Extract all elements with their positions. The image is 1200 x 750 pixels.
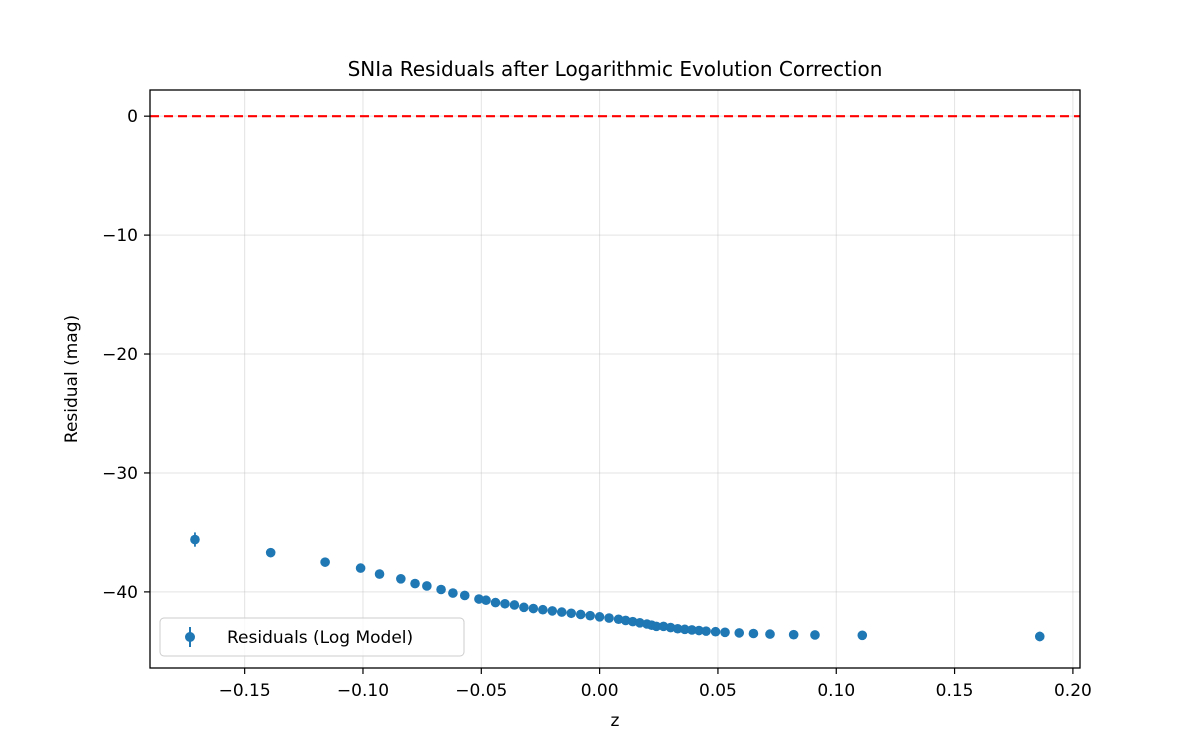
data-point bbox=[436, 584, 446, 595]
y-tick-label: −20 bbox=[102, 345, 138, 365]
y-axis-label: Residual (mag) bbox=[62, 315, 82, 443]
data-series bbox=[190, 532, 1045, 642]
data-point bbox=[613, 614, 624, 625]
data-point bbox=[459, 590, 470, 601]
x-tick-label: −0.15 bbox=[219, 681, 271, 701]
data-point bbox=[575, 609, 586, 620]
data-point bbox=[680, 624, 690, 635]
x-tick-label: −0.10 bbox=[337, 681, 389, 701]
data-point bbox=[765, 629, 775, 639]
data-point bbox=[604, 613, 614, 623]
y-tick-label: −40 bbox=[102, 583, 138, 603]
data-point bbox=[788, 629, 799, 640]
x-tick-label: −0.05 bbox=[455, 681, 507, 701]
data-point bbox=[810, 630, 820, 640]
data-point bbox=[701, 626, 711, 636]
data-point bbox=[720, 627, 730, 638]
data-point bbox=[448, 588, 458, 598]
data-point bbox=[355, 563, 366, 573]
data-point bbox=[694, 625, 704, 636]
data-point bbox=[556, 607, 567, 617]
data-point bbox=[687, 625, 697, 635]
data-point bbox=[481, 595, 491, 606]
data-point bbox=[627, 616, 638, 627]
legend-label: Residuals (Log Model) bbox=[227, 628, 413, 648]
y-tick-label: −30 bbox=[102, 464, 138, 484]
x-tick-label: 0.20 bbox=[1054, 681, 1092, 701]
y-tick-label: −10 bbox=[102, 226, 138, 246]
data-point bbox=[396, 574, 406, 584]
data-point bbox=[422, 581, 432, 591]
data-point bbox=[710, 626, 721, 637]
data-point bbox=[538, 604, 548, 615]
plot-frame bbox=[149, 89, 1081, 669]
data-point bbox=[1034, 631, 1045, 642]
data-point bbox=[651, 621, 662, 632]
data-point bbox=[190, 534, 200, 545]
data-point bbox=[474, 594, 484, 604]
data-point bbox=[410, 578, 420, 589]
x-tick-label: 0.00 bbox=[581, 681, 619, 701]
legend-box bbox=[159, 617, 465, 657]
data-point bbox=[620, 615, 631, 626]
data-point bbox=[658, 621, 669, 632]
data-point bbox=[320, 557, 330, 567]
data-point bbox=[672, 623, 683, 634]
legend-marker bbox=[185, 632, 195, 642]
y-axis: 0 −10 −20 −30 −40 bbox=[102, 107, 150, 603]
data-point bbox=[594, 612, 605, 622]
x-tick-label: 0.05 bbox=[699, 681, 737, 701]
data-point bbox=[528, 603, 539, 614]
data-point bbox=[265, 547, 276, 558]
x-axis-label: z bbox=[611, 711, 620, 731]
data-point bbox=[585, 610, 595, 621]
data-point bbox=[374, 569, 385, 579]
chart-title: SNIa Residuals after Logarithmic Evoluti… bbox=[348, 57, 883, 81]
grid bbox=[150, 90, 1080, 668]
data-point bbox=[500, 598, 510, 609]
data-point bbox=[519, 602, 529, 613]
data-point bbox=[509, 600, 520, 610]
data-point bbox=[547, 606, 558, 616]
legend: Residuals (Log Model) bbox=[159, 617, 465, 657]
y-tick-label: 0 bbox=[127, 107, 138, 127]
data-point bbox=[490, 597, 501, 608]
x-tick-label: 0.15 bbox=[936, 681, 974, 701]
data-point bbox=[635, 618, 645, 628]
data-point bbox=[857, 630, 868, 641]
data-point bbox=[665, 622, 676, 633]
x-tick-label: 0.10 bbox=[817, 681, 855, 701]
x-axis: −0.15 −0.10 −0.05 0.00 0.05 0.10 0.15 0.20 bbox=[219, 668, 1092, 701]
data-point bbox=[748, 628, 759, 639]
data-point bbox=[734, 628, 745, 638]
data-point bbox=[566, 608, 577, 619]
